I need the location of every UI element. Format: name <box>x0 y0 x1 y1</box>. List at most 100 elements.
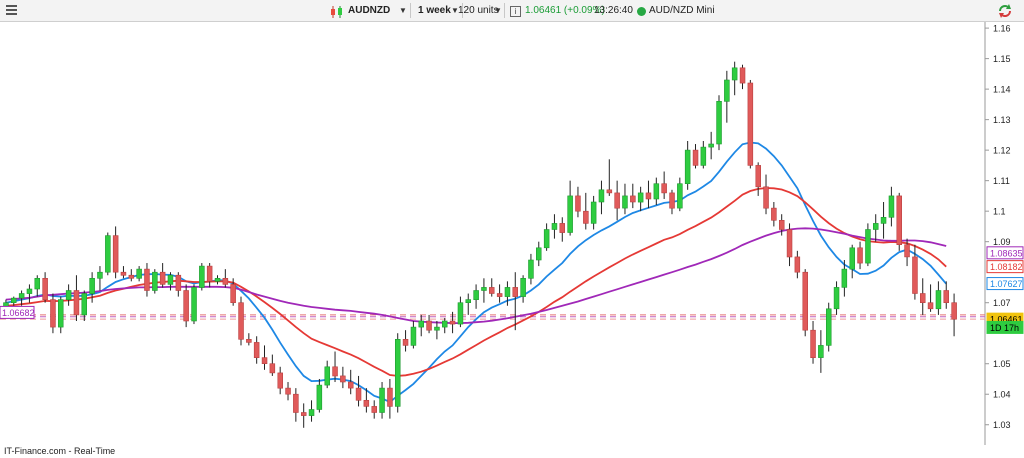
candle-body <box>904 244 910 258</box>
candle <box>528 253 534 285</box>
candle-body <box>786 229 793 258</box>
candle <box>410 321 417 349</box>
candle <box>387 378 393 419</box>
candle-body <box>888 195 895 218</box>
candle <box>34 275 40 297</box>
candle-body <box>363 399 370 407</box>
y-tick-label: 1.14 <box>993 85 1011 95</box>
candle-body <box>65 290 72 300</box>
candle-body <box>927 302 934 310</box>
candle-body <box>434 326 440 331</box>
candle-body <box>614 192 620 209</box>
candle-body <box>543 229 550 249</box>
candle <box>449 311 456 334</box>
candle-body <box>410 326 417 346</box>
divider <box>410 3 411 18</box>
candle <box>89 272 95 303</box>
candle <box>904 238 910 267</box>
y-tick-label: 1.05 <box>993 359 1011 369</box>
candle-body <box>739 67 746 84</box>
timeframe-selector[interactable]: 1 week <box>418 5 451 16</box>
price-tag-box <box>986 277 1024 291</box>
candle <box>347 369 354 395</box>
candle <box>159 263 166 288</box>
candle <box>167 272 174 291</box>
price-change: 1.06461 (+0.09%) <box>525 5 605 16</box>
y-tick-label: 1.03 <box>993 420 1011 430</box>
candle <box>857 241 863 270</box>
candle <box>97 266 103 291</box>
price-tag-label: 1.08182 <box>990 262 1023 272</box>
candle-body <box>473 290 479 300</box>
candle <box>269 354 276 376</box>
candlestick-icon[interactable] <box>330 5 344 18</box>
refresh-icon[interactable] <box>997 3 1013 19</box>
candle <box>865 223 871 267</box>
candle <box>308 400 315 422</box>
candle-body <box>449 320 456 325</box>
candle-body <box>89 277 95 294</box>
toolbar: AUDNZD ▼ 1 week ▼ 120 units ▼ i 1.06461 … <box>0 0 1024 22</box>
candle <box>763 174 769 215</box>
candle <box>645 180 652 209</box>
candle <box>504 281 511 306</box>
price-chart[interactable]: 1.16 1.15 1.14 1.13 1.12 1.11 1.1 1.09 1.07 1.05 1… <box>0 22 1024 445</box>
candle-body <box>653 183 660 200</box>
units-selector[interactable]: 120 units <box>458 5 499 16</box>
candle-body <box>105 235 111 273</box>
candle-body <box>199 265 205 288</box>
candle <box>105 232 111 276</box>
y-tick-label: 1.13 <box>993 115 1011 125</box>
candle-body <box>214 277 221 282</box>
candle <box>230 278 236 306</box>
candle-body <box>42 277 48 300</box>
candle <box>810 321 816 364</box>
chevron-down-icon[interactable]: ▼ <box>494 6 502 15</box>
candle-body <box>332 366 338 377</box>
candle <box>912 244 918 300</box>
candle-body <box>661 183 667 194</box>
candle-body <box>144 268 150 291</box>
candle <box>716 95 722 151</box>
candle-body <box>637 192 644 203</box>
candle <box>512 272 518 331</box>
candle <box>708 131 714 160</box>
candle <box>355 375 362 407</box>
candle-body <box>919 293 926 303</box>
info-icon[interactable]: i <box>510 6 521 17</box>
menu-icon[interactable] <box>6 5 17 16</box>
candle-body <box>598 189 605 203</box>
candle-body <box>645 192 652 200</box>
candle <box>551 214 558 239</box>
candle-body <box>246 338 252 343</box>
candle <box>739 64 746 90</box>
candle <box>246 333 252 346</box>
candle-body <box>324 366 330 386</box>
candle-body <box>183 290 189 322</box>
candle-body <box>418 320 424 328</box>
candle-body <box>825 308 832 346</box>
candle <box>300 403 307 428</box>
candle-body <box>402 338 409 346</box>
candle <box>684 140 691 190</box>
candle-body <box>238 302 244 340</box>
candle <box>700 140 707 169</box>
candle <box>120 266 127 279</box>
candle <box>434 321 440 340</box>
chevron-down-icon[interactable]: ▼ <box>399 6 407 15</box>
candle-body <box>18 293 25 299</box>
symbol-selector[interactable]: AUDNZD <box>348 5 391 16</box>
candle <box>65 284 72 306</box>
price-tag-box <box>986 246 1024 260</box>
candle-body <box>441 320 448 328</box>
candle-body <box>669 192 675 209</box>
candle <box>488 278 495 297</box>
candle-body <box>300 412 307 416</box>
chevron-down-icon[interactable]: ▼ <box>451 6 459 15</box>
candle-body <box>943 290 949 303</box>
candle-body <box>394 338 401 407</box>
price-tag-label: 1.06461 <box>990 315 1023 325</box>
candle-body <box>747 82 754 166</box>
candle-body <box>833 287 840 310</box>
candle-body <box>708 143 714 148</box>
